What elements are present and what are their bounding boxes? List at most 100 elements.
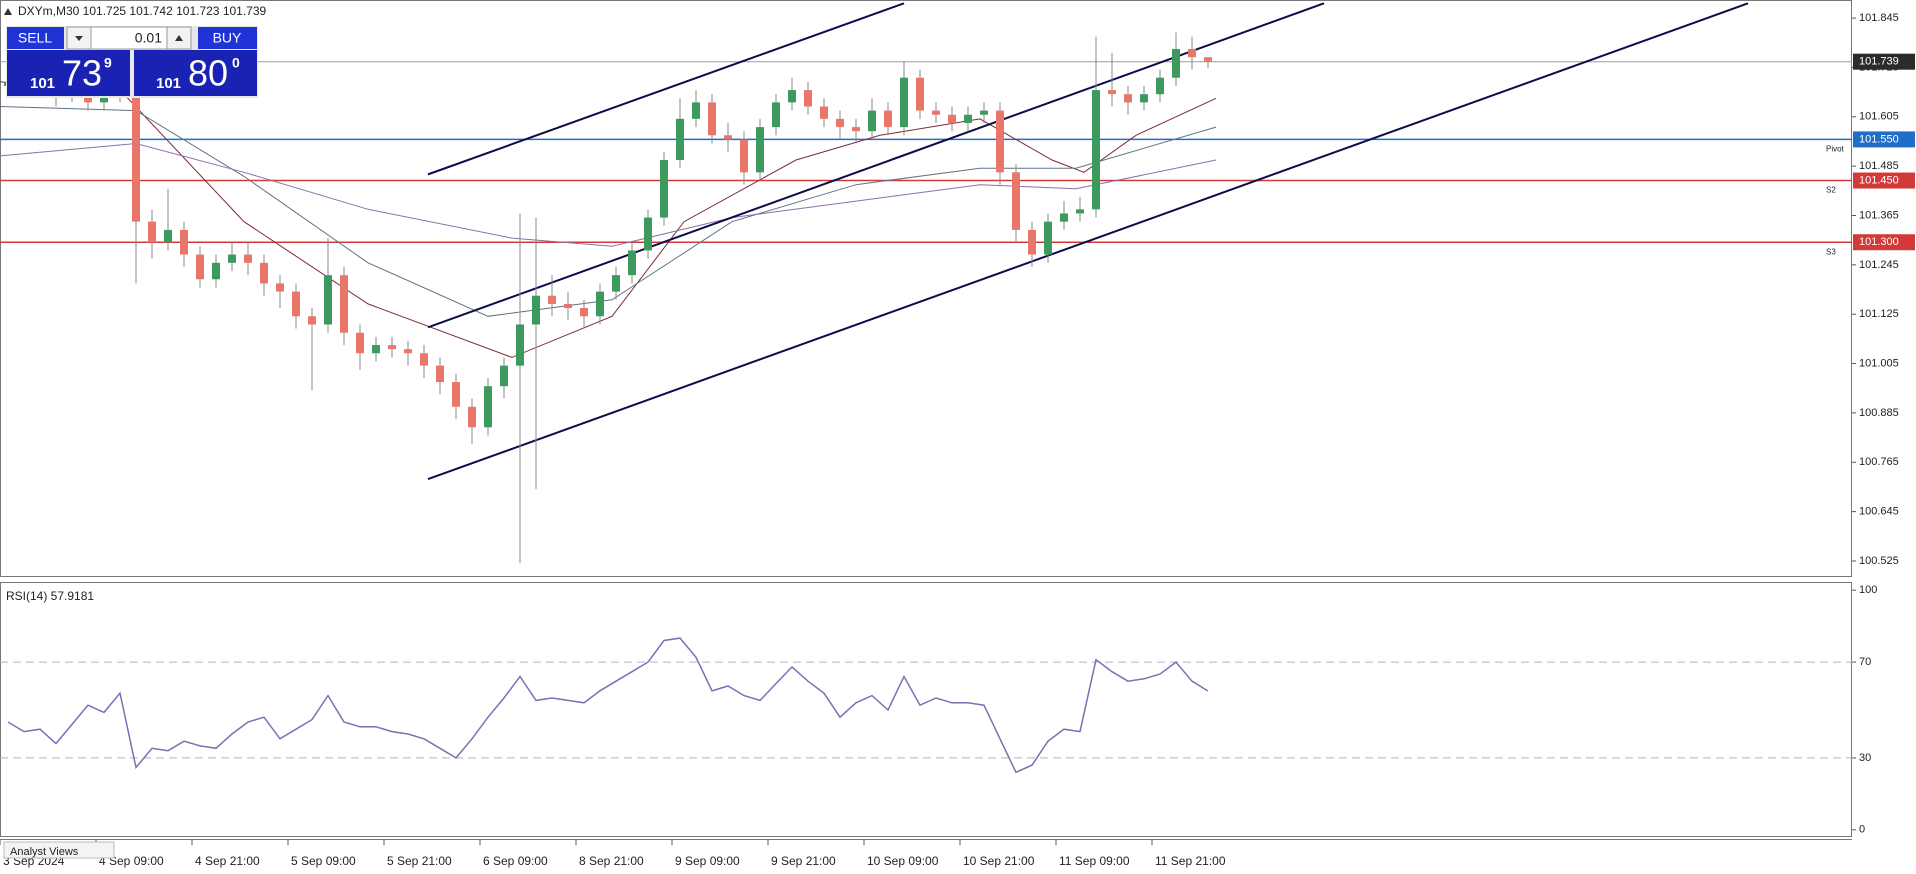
candle-body	[772, 102, 780, 128]
x-tick-label: 11 Sep 21:00	[1155, 854, 1226, 868]
candle-body	[916, 77, 924, 111]
sell-price-big[interactable]: 101	[30, 75, 55, 92]
x-tick-label: 10 Sep 21:00	[963, 854, 1035, 868]
x-tick-label: 9 Sep 21:00	[771, 854, 836, 868]
candle-body	[372, 345, 380, 354]
candle-body	[612, 275, 620, 292]
trend-line	[427, 2, 1749, 481]
buy-price-box[interactable]	[134, 50, 257, 96]
y-tick-label: 101.125	[1859, 308, 1899, 320]
y-tick-label: 100	[1859, 584, 1877, 596]
candle-body	[756, 127, 764, 173]
candle-body	[932, 110, 940, 115]
rsi-plot	[0, 637, 1852, 774]
candle-body	[804, 90, 812, 107]
candle-body	[1140, 94, 1148, 103]
x-tick-label: 4 Sep 21:00	[195, 854, 260, 868]
main-frame	[0, 0, 1852, 577]
sell-price-sup[interactable]: 9	[104, 55, 112, 71]
candle-body	[996, 110, 1004, 173]
x-tick-label: 10 Sep 09:00	[867, 854, 939, 868]
candle-body	[948, 114, 956, 123]
tab[interactable]	[3, 841, 115, 859]
candle-body	[596, 291, 604, 317]
y-tick-label: 0	[1859, 824, 1865, 836]
sell-button[interactable]	[7, 27, 64, 49]
candle-body	[276, 283, 284, 292]
tab-label[interactable]: Analyst Views	[10, 846, 79, 858]
candle-body	[1124, 94, 1132, 103]
candle-body	[964, 114, 972, 123]
x-tick-label: 11 Sep 09:00	[1059, 854, 1130, 868]
y-tick-label: 101.005	[1859, 357, 1899, 369]
candle-body	[260, 262, 268, 284]
candle-body	[980, 110, 988, 115]
level-tag-label: 101.300	[1859, 236, 1899, 248]
x-tick-label: 4 Sep 09:00	[99, 854, 164, 868]
candle-body	[500, 365, 508, 387]
sell-label[interactable]: SELL	[18, 30, 52, 46]
buy-price-sup[interactable]: 0	[232, 55, 240, 71]
candle-body	[356, 332, 364, 354]
buy-label[interactable]: BUY	[213, 30, 242, 46]
level-tag-label: 101.450	[1859, 174, 1899, 186]
candle-body	[148, 221, 156, 243]
buy-price-main[interactable]: 80	[188, 53, 228, 94]
y-tick-label: 100.765	[1859, 456, 1899, 468]
axes: 101.845101.725101.605101.485101.365101.2…	[0, 12, 1915, 868]
y-tick-label: 70	[1859, 656, 1871, 668]
up-icon	[175, 35, 183, 41]
x-tick-label: 8 Sep 21:00	[579, 854, 644, 868]
candle-body	[1172, 48, 1180, 78]
sell-price-box[interactable]	[7, 50, 130, 96]
candle-body	[452, 382, 460, 407]
candle-body	[180, 229, 188, 255]
lot-value[interactable]: 0.01	[135, 30, 162, 46]
candle-body	[516, 324, 524, 366]
candle-body	[1204, 57, 1212, 62]
candle-body	[628, 250, 636, 276]
candle-body	[1108, 90, 1116, 95]
candle-body	[884, 110, 892, 128]
x-tick-label: 5 Sep 09:00	[291, 854, 356, 868]
candle-body	[644, 217, 652, 251]
candle-body	[1076, 209, 1084, 214]
sell-price-main[interactable]: 73	[62, 53, 102, 94]
candle-body	[436, 365, 444, 383]
candle-body	[292, 291, 300, 317]
current-price-tag	[1853, 53, 1915, 70]
rsi-title: RSI(14) 57.9181	[6, 589, 94, 603]
candle-body	[244, 254, 252, 263]
x-tick-label: 5 Sep 21:00	[387, 854, 452, 868]
candle-body	[548, 295, 556, 304]
candle-body	[1028, 229, 1036, 255]
candle-body	[740, 139, 748, 173]
trade-panel: SELL 0.01 BUY 101 73 9 101 80 0	[6, 26, 258, 98]
candle-body	[324, 275, 332, 325]
candle-body	[228, 254, 236, 263]
y-tick-label: 100.885	[1859, 407, 1899, 419]
candle-body	[1156, 77, 1164, 95]
candle-body	[564, 303, 572, 309]
buy-price-big[interactable]: 101	[156, 75, 181, 92]
candle-body	[676, 118, 684, 160]
y-tick-label: 100.525	[1859, 555, 1899, 567]
y-tick-label: 101.605	[1859, 111, 1899, 123]
y-tick-label: 101.845	[1859, 12, 1899, 24]
level-name: Pivot	[1826, 145, 1845, 154]
candle-body	[852, 127, 860, 132]
y-tick-label: 101.245	[1859, 259, 1899, 271]
trend-line	[427, 2, 905, 176]
candle-body	[196, 254, 204, 280]
candle-body	[660, 159, 668, 218]
candle-body	[820, 106, 828, 119]
x-tick-label: 9 Sep 09:00	[675, 854, 740, 868]
main-plot: Pivot S2 S3	[0, 2, 1852, 564]
current-price-label: 101.739	[1859, 56, 1899, 68]
level-tag	[1853, 234, 1915, 251]
buy-button[interactable]	[198, 27, 257, 49]
level-tag-label: 101.550	[1859, 133, 1899, 145]
candle-body	[1060, 213, 1068, 222]
